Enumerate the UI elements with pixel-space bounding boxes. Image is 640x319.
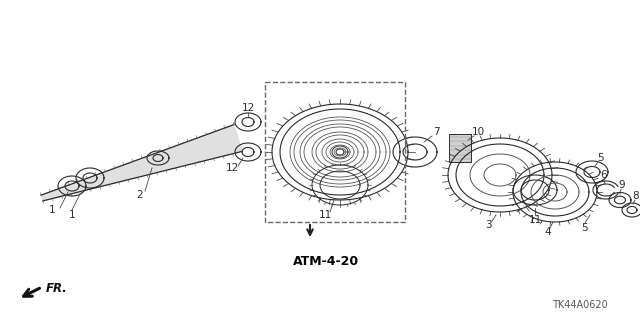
Text: 3: 3 (484, 220, 492, 230)
Text: 12: 12 (241, 103, 255, 113)
Text: 7: 7 (433, 127, 439, 137)
Text: 2: 2 (137, 190, 143, 200)
Text: ATM-4-20: ATM-4-20 (293, 255, 359, 268)
Text: 5: 5 (596, 153, 604, 163)
Polygon shape (41, 125, 242, 201)
Text: 1: 1 (49, 205, 55, 215)
Text: 8: 8 (633, 191, 639, 201)
Text: 10: 10 (472, 127, 484, 137)
Text: 12: 12 (225, 163, 239, 173)
Text: 5: 5 (582, 223, 588, 233)
Text: 11: 11 (529, 215, 541, 225)
Text: 1: 1 (68, 210, 76, 220)
Text: FR.: FR. (46, 283, 68, 295)
Text: 11: 11 (318, 210, 332, 220)
Text: 9: 9 (619, 180, 625, 190)
Text: 4: 4 (545, 227, 551, 237)
Text: TK44A0620: TK44A0620 (552, 300, 608, 310)
FancyBboxPatch shape (449, 134, 471, 162)
Text: 6: 6 (601, 170, 607, 180)
Bar (265, 82, 405, 222)
